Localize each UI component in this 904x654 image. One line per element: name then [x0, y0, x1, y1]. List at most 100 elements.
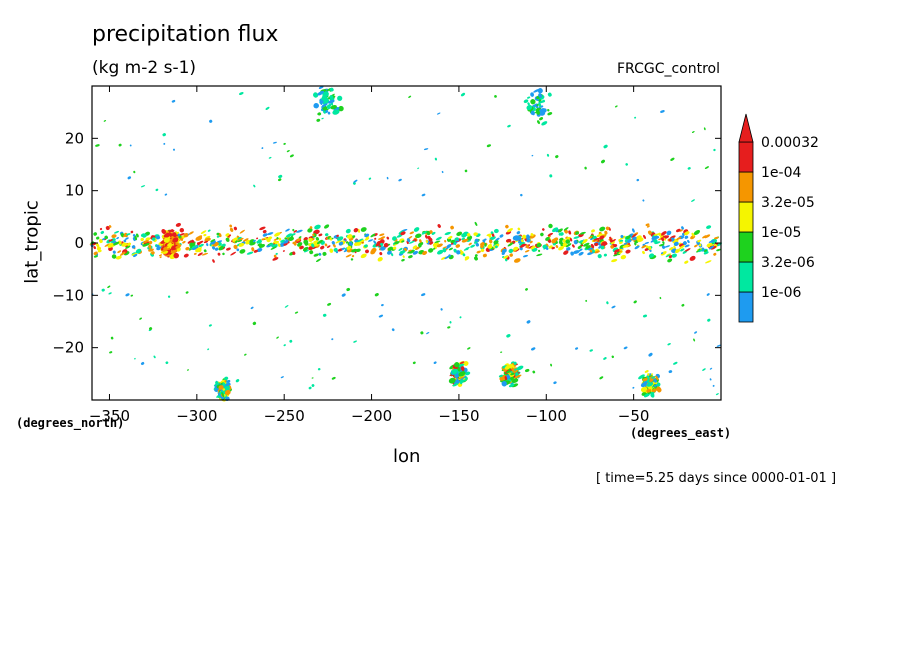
precip-cell — [139, 317, 143, 320]
precip-cell — [550, 363, 553, 367]
precip-cell — [570, 251, 574, 256]
precip-cell — [508, 383, 515, 388]
precip-cell — [526, 96, 531, 99]
precip-cell — [229, 224, 233, 228]
precip-cell — [100, 230, 105, 235]
precip-cell — [163, 237, 170, 243]
precip-cell — [289, 339, 293, 343]
precip-cell — [252, 239, 256, 243]
precip-cell — [224, 380, 227, 383]
precip-cell — [530, 245, 536, 250]
precip-cell — [437, 249, 444, 255]
precip-cell — [622, 244, 629, 248]
precip-cell — [474, 241, 478, 244]
precip-cell — [623, 346, 628, 350]
precip-cell — [331, 241, 335, 245]
precip-cell — [568, 230, 572, 235]
precip-cell — [175, 245, 181, 249]
precip-cell — [309, 250, 314, 255]
precip-cell — [697, 239, 702, 243]
precip-cell — [110, 336, 114, 340]
precip-cell — [480, 248, 485, 253]
precip-cell — [538, 93, 543, 98]
precip-cell — [182, 240, 186, 244]
precip-cell — [191, 246, 199, 251]
precip-cell — [108, 239, 113, 242]
precip-cell — [230, 251, 237, 256]
precip-cell — [476, 250, 481, 254]
precip-cell — [713, 148, 716, 152]
precip-cell — [548, 223, 553, 229]
precip-cell — [276, 237, 279, 240]
precip-cell — [318, 112, 322, 116]
precip-cell — [115, 255, 122, 260]
precip-cell — [609, 238, 613, 243]
precip-cell — [603, 253, 607, 257]
precip-cell — [588, 236, 593, 239]
colorbar-arrow — [738, 113, 754, 143]
precip-cell — [130, 230, 134, 234]
precip-cell — [251, 247, 255, 252]
precip-cell — [250, 306, 254, 310]
precip-cell — [298, 236, 302, 239]
precip-cell — [317, 90, 325, 96]
y-tick-label: 20 — [65, 129, 84, 147]
precip-cell — [655, 236, 660, 239]
precip-cell — [381, 304, 384, 307]
precip-cell — [668, 370, 673, 374]
precip-cell — [311, 243, 315, 248]
precip-cell — [262, 233, 268, 237]
precip-cell — [353, 228, 359, 233]
precip-cell — [360, 227, 367, 232]
precip-cell — [420, 331, 424, 335]
precip-cell — [467, 235, 473, 240]
precip-cell — [604, 230, 608, 235]
precip-cell — [693, 338, 696, 342]
precip-cell — [360, 239, 365, 243]
precip-cell — [299, 245, 304, 250]
precip-cell — [408, 240, 416, 244]
precip-cell — [256, 240, 259, 244]
precip-cell — [353, 340, 358, 343]
precip-cell — [460, 377, 465, 380]
precip-cell — [187, 240, 192, 244]
precip-cell — [501, 380, 507, 387]
precip-cell — [606, 301, 609, 305]
precip-cell — [590, 243, 595, 249]
precip-cell — [668, 238, 672, 242]
precip-cell — [634, 116, 637, 119]
precip-cell — [116, 237, 120, 240]
precip-cell — [237, 239, 243, 243]
precip-cell — [172, 237, 179, 243]
precip-cell — [619, 248, 624, 251]
precip-cell — [264, 237, 267, 240]
precip-cell — [529, 240, 533, 244]
precip-cell — [103, 120, 107, 122]
precip-cell — [421, 230, 428, 235]
precip-cell — [495, 237, 500, 241]
x-tick-label: −100 — [526, 407, 567, 425]
precip-cell — [638, 374, 645, 380]
precip-cell — [421, 193, 426, 197]
precip-cell — [483, 238, 487, 241]
precip-cell — [532, 370, 536, 374]
precip-cell — [632, 386, 635, 389]
precip-cell — [559, 237, 564, 242]
precip-cell — [390, 252, 394, 257]
precip-cell — [278, 237, 282, 241]
precip-cell — [345, 241, 349, 244]
precip-cell — [539, 111, 546, 116]
precip-cell — [408, 249, 412, 252]
precip-cell — [380, 246, 386, 251]
precip-cell — [460, 365, 465, 371]
precip-cell — [332, 243, 336, 248]
precip-cell — [311, 384, 315, 387]
precip-cell — [559, 232, 564, 236]
precip-cell — [140, 362, 145, 365]
precip-cell — [111, 254, 117, 259]
precip-cell — [444, 231, 452, 236]
precip-cell — [321, 103, 328, 108]
precip-cell — [623, 242, 628, 245]
precip-cell — [179, 227, 185, 233]
precip-cell — [245, 239, 251, 245]
